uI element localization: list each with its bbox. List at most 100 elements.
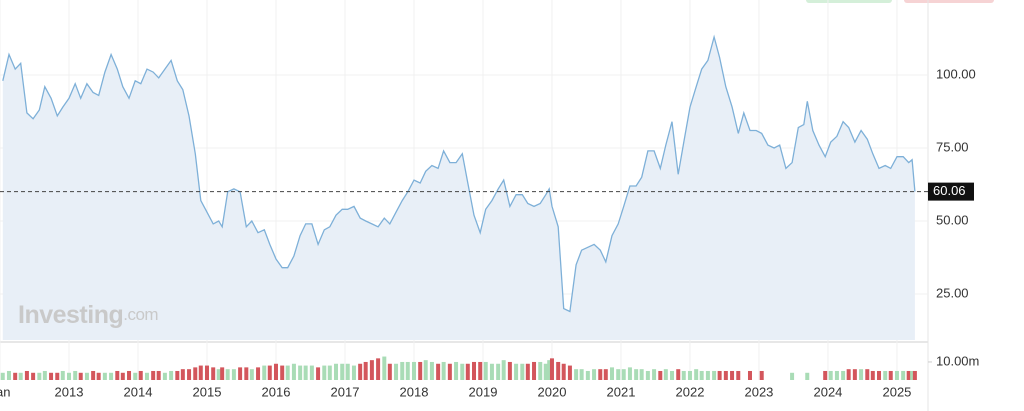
- volume-bar: [238, 367, 243, 380]
- volume-bar: [859, 369, 864, 380]
- volume-bar: [225, 369, 230, 380]
- volume-bar: [327, 365, 332, 380]
- x-tick-label: 2023: [744, 384, 773, 399]
- volume-bar: [42, 370, 47, 380]
- price-line: [2, 34, 916, 313]
- volume-bar: [31, 372, 36, 380]
- volume-bar: [465, 363, 470, 380]
- volume-tick-label: 10.00m: [936, 353, 979, 368]
- volume-bar: [18, 372, 23, 380]
- volume-bar: [96, 372, 101, 380]
- volume-bar: [84, 372, 89, 380]
- y-tick-label: 25.00: [936, 285, 969, 300]
- volume-bar: [663, 369, 668, 380]
- volume-bar: [790, 372, 795, 380]
- volume-bar: [358, 363, 363, 380]
- volume-bar: [634, 369, 639, 380]
- volume-bar: [169, 370, 174, 380]
- volume-bar: [256, 367, 261, 380]
- volume-bar: [340, 363, 345, 380]
- volume-bar: [561, 363, 566, 380]
- volume-bar: [547, 360, 552, 380]
- volume-bar: [298, 365, 303, 380]
- y-tick-label: 100.00: [936, 66, 976, 81]
- volume-bar: [187, 369, 192, 380]
- volume-bar: [180, 369, 185, 380]
- volume-bar: [351, 365, 356, 380]
- volume-bar: [291, 363, 296, 380]
- volume-bar: [616, 369, 621, 380]
- x-tick-label: 2017: [331, 384, 360, 399]
- volume-bar: [267, 365, 272, 380]
- volume-bar: [645, 370, 650, 380]
- volume-bar: [538, 361, 543, 380]
- volume-bar: [888, 370, 893, 380]
- volume-bar: [316, 367, 321, 380]
- volume-bar: [394, 363, 399, 380]
- volume-bar: [846, 369, 851, 380]
- volume-bar: [501, 360, 506, 380]
- volume-bar: [369, 360, 374, 380]
- volume-bar: [37, 372, 42, 380]
- volume-bar: [204, 365, 209, 380]
- buy-button[interactable]: [806, 0, 892, 3]
- volume-bar: [144, 372, 149, 380]
- x-tick-label: 2015: [193, 384, 222, 399]
- volume-bar: [376, 358, 381, 380]
- volume-bar: [579, 369, 584, 380]
- volume-bar: [730, 370, 735, 380]
- volume-bar: [472, 361, 477, 380]
- volume-bar: [910, 370, 915, 380]
- volume-bar: [598, 369, 603, 380]
- volume-bar: [334, 363, 339, 380]
- volume-bar: [603, 369, 608, 380]
- watermark-brand: Investing: [18, 301, 123, 329]
- volume-bar: [658, 370, 663, 380]
- volume-bar: [405, 361, 410, 380]
- volume-bar: [717, 370, 722, 380]
- volume-bar: [556, 361, 561, 380]
- volume-bar: [736, 370, 741, 380]
- sell-button[interactable]: [904, 0, 994, 3]
- volume-bar: [823, 370, 828, 380]
- volume-bar: [309, 365, 314, 380]
- volume-bar: [441, 361, 446, 380]
- volume-bar: [805, 372, 810, 380]
- volume-bar: [496, 363, 501, 380]
- volume-bar: [220, 367, 225, 380]
- watermark-suffix: .com: [123, 305, 158, 324]
- volume-bar: [262, 365, 267, 380]
- volume-bar: [363, 361, 368, 380]
- volume-bar: [489, 363, 494, 380]
- volume-bar: [609, 367, 614, 380]
- volume-bar: [676, 369, 681, 380]
- volume-bar: [249, 369, 254, 380]
- volume-bar: [592, 369, 597, 380]
- volume-bar: [429, 361, 434, 380]
- x-tick-label: 2020: [538, 384, 567, 399]
- volume-bar: [639, 369, 644, 380]
- volume-bar: [78, 372, 83, 380]
- volume-bar: [49, 372, 54, 380]
- volume-bar: [303, 365, 308, 380]
- volume-bar: [382, 356, 387, 380]
- volume-bar: [574, 369, 579, 380]
- volume-bar: [621, 369, 626, 380]
- volume-bar: [400, 361, 405, 380]
- last-price-box: [928, 182, 974, 201]
- volume-bar: [549, 358, 554, 380]
- volume-bar: [423, 360, 428, 380]
- volume-bar: [120, 372, 125, 380]
- volume-bar: [91, 370, 96, 380]
- volume-bar: [906, 370, 911, 380]
- volume-bar: [543, 363, 548, 380]
- volume-bar: [244, 367, 249, 380]
- volume-bar: [460, 363, 465, 380]
- volume-bar: [13, 372, 18, 380]
- x-tick-label: 2018: [400, 384, 429, 399]
- volume-bar: [567, 365, 572, 380]
- volume-bar: [60, 370, 65, 380]
- volume-bar: [670, 370, 675, 380]
- volume-bar: [627, 367, 632, 380]
- volume-bar: [6, 370, 11, 380]
